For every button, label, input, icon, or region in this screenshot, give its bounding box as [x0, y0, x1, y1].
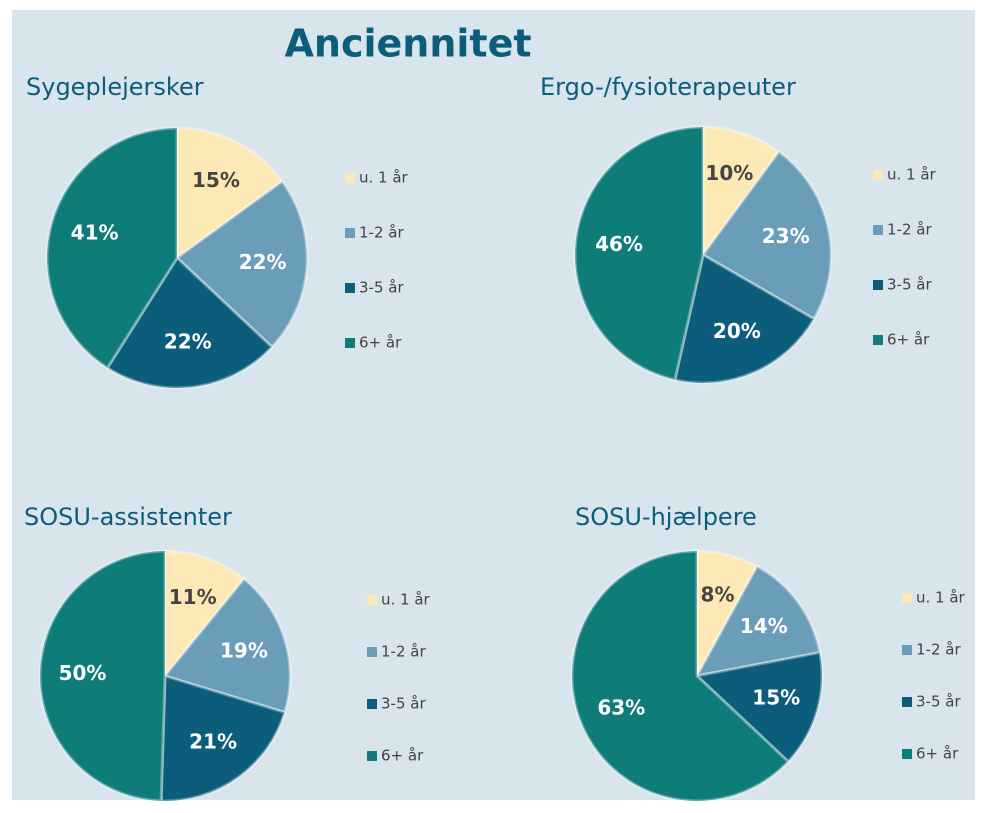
value-label: 20%: [713, 319, 761, 343]
legend-swatch: [902, 645, 912, 655]
pie-slice: [105, 255, 274, 390]
legend-swatch: [873, 280, 883, 290]
pie-slice: [162, 577, 292, 715]
pie-slice: [673, 252, 816, 385]
value-label: 11%: [169, 585, 217, 609]
legend-swatch: [367, 751, 377, 761]
value-label: 8%: [701, 583, 735, 607]
legend-swatch: [902, 697, 912, 707]
pie-slice: [573, 125, 705, 382]
value-label: 23%: [762, 224, 810, 248]
pie-slice: [174, 179, 309, 350]
legend-swatch: [873, 225, 883, 235]
legend-label: 6+ år: [916, 745, 959, 763]
value-label: 15%: [192, 168, 240, 192]
legend-swatch: [873, 335, 883, 345]
legend-label: 6+ år: [381, 747, 424, 765]
legend-label: 3-5 år: [887, 276, 932, 294]
main-title: Anciennitet: [284, 22, 531, 66]
legend-swatch: [345, 283, 355, 293]
legend-swatch: [367, 595, 377, 605]
pie-title: Sygeplejersker: [26, 73, 204, 101]
value-label: 46%: [595, 232, 643, 256]
legend-label: u. 1 år: [916, 589, 966, 607]
value-label: 22%: [164, 330, 212, 354]
legend-label: 1-2 år: [381, 643, 426, 661]
legend-label: u. 1 år: [887, 166, 937, 184]
pie-slice: [693, 650, 824, 764]
legend-label: 3-5 år: [916, 693, 961, 711]
legend-swatch: [902, 593, 912, 603]
legend-label: 3-5 år: [381, 695, 426, 713]
pie-slice: [570, 549, 791, 803]
legend-swatch: [367, 699, 377, 709]
legend-swatch: [345, 173, 355, 183]
pie-slice: [38, 549, 167, 803]
pie-slice: [45, 126, 179, 370]
value-label: 21%: [189, 730, 237, 754]
pie-title: Ergo-/fysioterapeuter: [540, 73, 796, 101]
legend-swatch: [345, 338, 355, 348]
legend-label: 6+ år: [887, 331, 930, 349]
pie-slice: [175, 126, 285, 261]
value-label: 15%: [752, 686, 800, 710]
value-label: 10%: [705, 161, 753, 185]
pie-title: SOSU-assistenter: [24, 503, 232, 531]
legend-label: u. 1 år: [381, 591, 431, 609]
legend-label: 3-5 år: [359, 279, 404, 297]
legend-label: 1-2 år: [887, 221, 932, 239]
value-label: 14%: [740, 614, 788, 638]
legend-label: 6+ år: [359, 334, 402, 352]
value-label: 19%: [220, 638, 268, 662]
legend-swatch: [902, 749, 912, 759]
legend-label: 1-2 år: [916, 641, 961, 659]
pie-slice: [163, 549, 247, 681]
value-label: 22%: [239, 250, 287, 274]
pie-title: SOSU-hjælpere: [575, 503, 757, 531]
pie-slice: [695, 549, 760, 677]
legend-label: 1-2 år: [359, 224, 404, 242]
legend-swatch: [345, 228, 355, 238]
pie-slice: [701, 125, 781, 260]
legend-swatch: [367, 647, 377, 657]
value-label: 63%: [597, 695, 645, 719]
legend-label: u. 1 år: [359, 169, 409, 187]
legend-swatch: [873, 170, 883, 180]
pie-slice: [694, 564, 822, 679]
pie-slice: [159, 673, 287, 803]
value-label: 41%: [71, 221, 119, 245]
value-label: 50%: [59, 661, 107, 685]
pie-slice: [700, 149, 833, 322]
